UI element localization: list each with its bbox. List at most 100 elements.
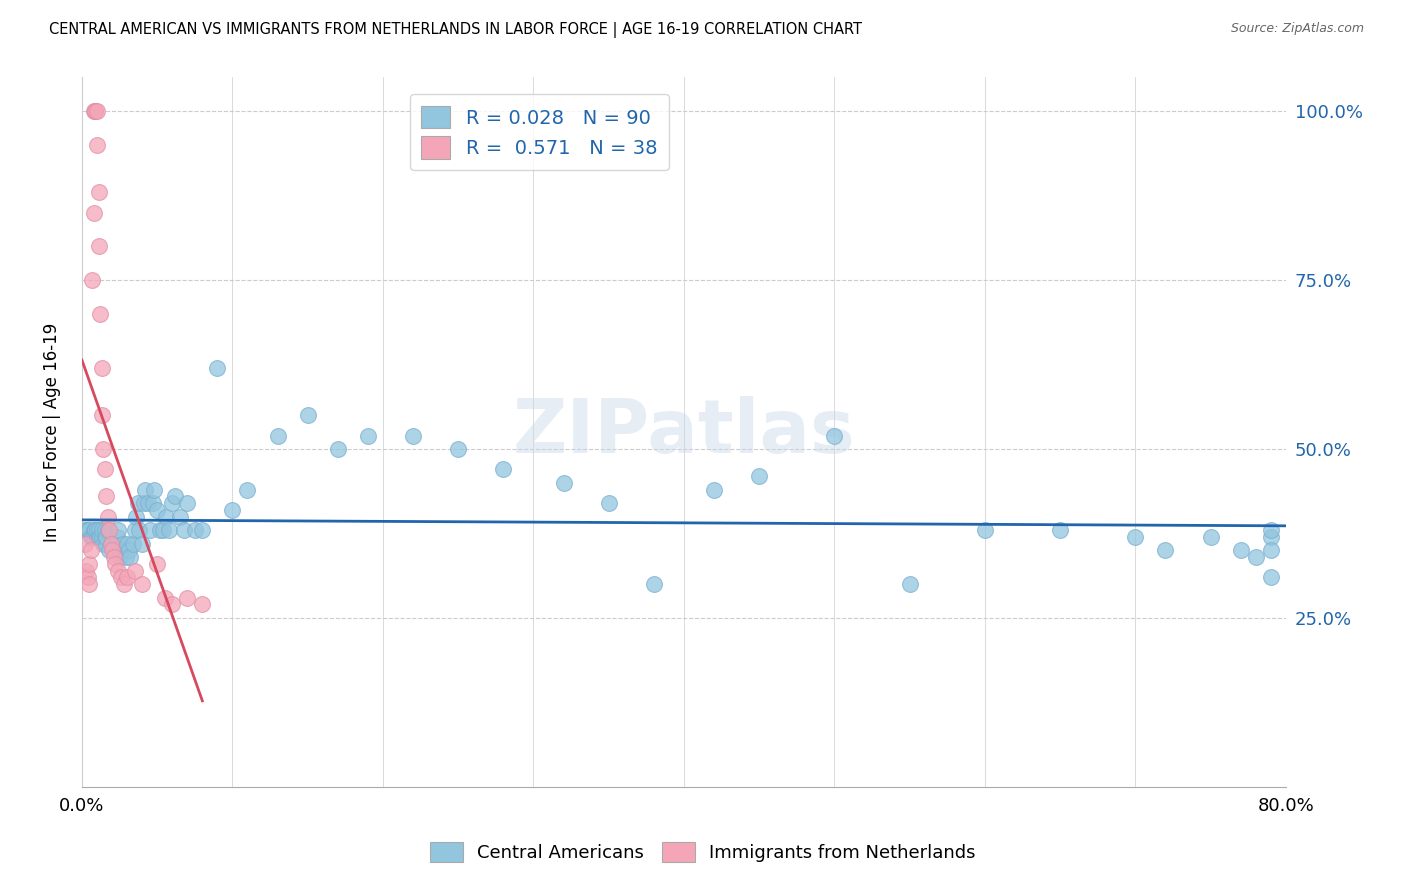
Point: [91, 442, 114, 456]
Point: [326, 442, 349, 456]
Point: [973, 523, 995, 537]
Point: [86, 138, 108, 153]
Point: [83, 523, 105, 537]
Point: [108, 550, 131, 565]
Point: [93, 523, 115, 537]
Point: [110, 543, 132, 558]
Point: [112, 543, 135, 558]
Point: [143, 483, 166, 497]
Point: [447, 442, 470, 456]
Point: [1229, 543, 1251, 558]
Point: [176, 496, 198, 510]
Point: [124, 564, 146, 578]
Point: [90, 530, 112, 544]
Point: [107, 564, 129, 578]
Point: [103, 543, 125, 558]
Point: [643, 577, 665, 591]
Point: [90, 361, 112, 376]
Point: [1244, 550, 1267, 565]
Point: [94, 530, 117, 544]
Point: [80, 543, 103, 558]
Point: [120, 550, 142, 565]
Point: [98, 543, 121, 558]
Point: [73, 536, 96, 550]
Point: [553, 475, 575, 490]
Point: [1154, 543, 1177, 558]
Point: [93, 462, 115, 476]
Point: [90, 523, 112, 537]
Point: [165, 489, 187, 503]
Point: [83, 205, 105, 219]
Point: [146, 503, 169, 517]
Point: [402, 428, 425, 442]
Point: [176, 591, 198, 605]
Point: [598, 496, 620, 510]
Point: [155, 509, 177, 524]
Point: [91, 536, 114, 550]
Point: [125, 509, 148, 524]
Point: [87, 186, 110, 200]
Point: [115, 536, 138, 550]
Point: [86, 523, 108, 537]
Point: [169, 509, 191, 524]
Point: [132, 496, 155, 510]
Point: [134, 483, 156, 497]
Point: [104, 536, 127, 550]
Point: [79, 577, 101, 591]
Point: [105, 530, 128, 544]
Point: [104, 557, 127, 571]
Point: [162, 598, 184, 612]
Point: [100, 536, 122, 550]
Point: [153, 591, 176, 605]
Text: CENTRAL AMERICAN VS IMMIGRANTS FROM NETHERLANDS IN LABOR FORCE | AGE 16-19 CORRE: CENTRAL AMERICAN VS IMMIGRANTS FROM NETH…: [49, 22, 862, 38]
Point: [1199, 530, 1222, 544]
Point: [89, 307, 111, 321]
Point: [191, 598, 214, 612]
Legend: Central Americans, Immigrants from Netherlands: Central Americans, Immigrants from Nethe…: [423, 835, 983, 870]
Point: [107, 523, 129, 537]
Point: [98, 523, 121, 537]
Point: [173, 523, 195, 537]
Point: [75, 523, 97, 537]
Point: [157, 523, 180, 537]
Point: [128, 523, 150, 537]
Point: [93, 530, 115, 544]
Point: [79, 523, 101, 537]
Point: [84, 523, 107, 537]
Point: [90, 409, 112, 423]
Y-axis label: In Labor Force | Age 16-19: In Labor Force | Age 16-19: [44, 323, 60, 541]
Point: [114, 550, 136, 565]
Point: [96, 523, 118, 537]
Point: [131, 536, 153, 550]
Point: [111, 536, 134, 550]
Point: [1125, 530, 1147, 544]
Point: [898, 577, 921, 591]
Point: [357, 428, 380, 442]
Point: [748, 469, 770, 483]
Point: [101, 536, 124, 550]
Point: [82, 273, 104, 287]
Point: [86, 530, 108, 544]
Point: [115, 570, 138, 584]
Point: [100, 536, 122, 550]
Point: [124, 523, 146, 537]
Legend: R = 0.028   N = 90, R =  0.571   N = 38: R = 0.028 N = 90, R = 0.571 N = 38: [409, 95, 669, 170]
Point: [84, 523, 107, 537]
Point: [162, 496, 184, 510]
Point: [823, 428, 845, 442]
Point: [87, 523, 110, 537]
Point: [77, 570, 100, 584]
Point: [84, 104, 107, 119]
Point: [94, 489, 117, 503]
Point: [236, 483, 259, 497]
Point: [122, 536, 145, 550]
Point: [1260, 523, 1282, 537]
Point: [138, 523, 160, 537]
Point: [112, 577, 135, 591]
Point: [184, 523, 207, 537]
Point: [82, 530, 104, 544]
Point: [79, 557, 101, 571]
Point: [1049, 523, 1071, 537]
Point: [117, 543, 139, 558]
Point: [77, 523, 100, 537]
